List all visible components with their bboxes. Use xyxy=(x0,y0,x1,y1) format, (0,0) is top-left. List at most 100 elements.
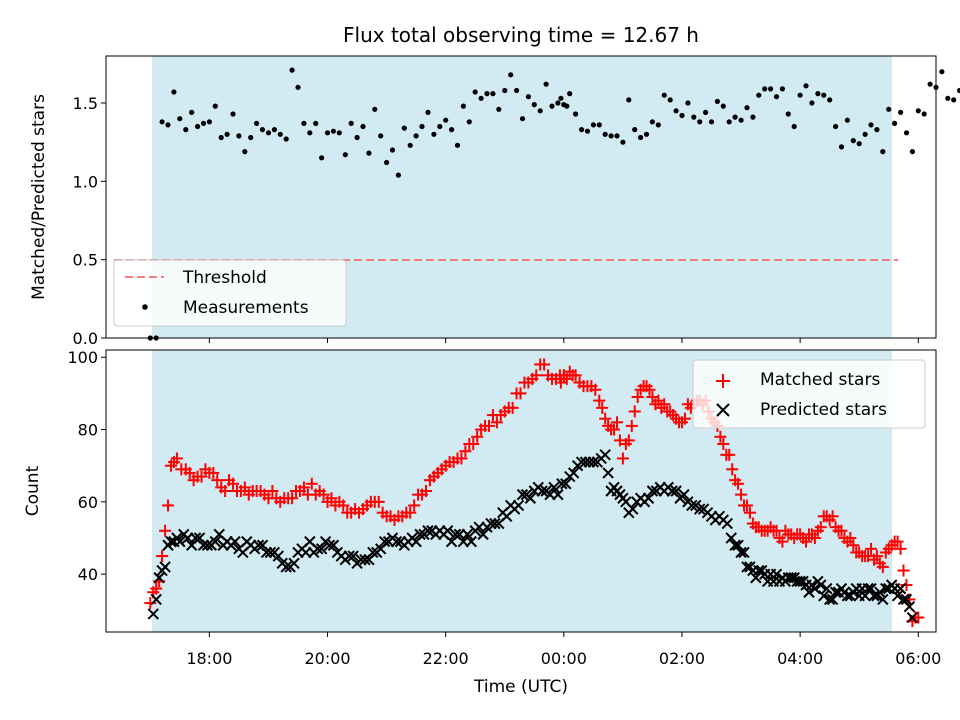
measurement-point xyxy=(850,138,856,144)
predicted-star-stroke-b xyxy=(159,561,171,573)
predicted-star-point xyxy=(516,488,529,501)
matched-star-point xyxy=(211,474,224,487)
measurement-point xyxy=(815,91,821,97)
measurement-point xyxy=(573,111,579,117)
measurement-point xyxy=(543,81,549,87)
predicted-star-stroke-b xyxy=(567,467,580,479)
matched-star-point xyxy=(616,452,629,465)
predicted-star-stroke-b xyxy=(809,582,821,595)
predicted-star-point xyxy=(686,499,698,512)
predicted-star-stroke-b xyxy=(441,525,454,537)
matched-star-point xyxy=(483,419,496,432)
predicted-star-stroke-b xyxy=(729,539,741,551)
predicted-star-stroke-b xyxy=(465,535,477,548)
predicted-star-stroke-b xyxy=(153,572,165,584)
measurement-point xyxy=(425,109,431,115)
predicted-star-stroke-b xyxy=(201,539,214,551)
measurement-point xyxy=(531,102,537,108)
measurement-point xyxy=(283,136,289,142)
predicted-star-stroke-b xyxy=(821,582,833,595)
matched-star-point xyxy=(490,416,503,429)
predicted-star-point xyxy=(894,582,907,595)
measurement-point xyxy=(856,141,862,147)
bottom-x-tick-label: 04:00 xyxy=(777,649,823,668)
measurement-point xyxy=(898,109,904,115)
predicted-star-stroke-b xyxy=(536,485,548,497)
measurement-point xyxy=(862,131,868,137)
measurement-point xyxy=(880,149,886,155)
matched-star-point xyxy=(717,438,730,450)
predicted-star-stroke-b xyxy=(327,539,340,551)
predicted-star-point xyxy=(147,608,159,620)
matched-star-point xyxy=(826,510,839,523)
predicted-star-stroke-b xyxy=(868,590,880,602)
measurement-point xyxy=(762,86,768,92)
predicted-star-stroke-b xyxy=(666,485,678,497)
measurement-point xyxy=(768,86,774,92)
measurement-point xyxy=(738,117,744,123)
measurement-point xyxy=(195,123,201,130)
measurement-point xyxy=(803,83,809,89)
matched-star-point xyxy=(800,535,813,548)
predicted-star-point xyxy=(599,449,611,461)
predicted-star-point xyxy=(489,517,501,530)
measurement-point xyxy=(165,122,171,128)
measurement-point xyxy=(785,111,791,117)
predicted-star-stroke-b xyxy=(906,611,919,624)
predicted-star-point xyxy=(264,546,277,559)
measurement-point xyxy=(313,120,319,126)
predicted-star-point xyxy=(841,590,854,602)
measurement-point xyxy=(265,130,272,136)
predicted-star-point xyxy=(903,600,916,613)
predicted-star-stroke-b xyxy=(193,532,206,544)
legend-predicted-label: Predicted stars xyxy=(760,400,887,420)
matched-star-point xyxy=(900,579,913,591)
measurement-point xyxy=(330,128,336,134)
measurement-point xyxy=(915,108,921,114)
measurement-point xyxy=(714,98,721,104)
matched-star-point xyxy=(835,524,848,537)
predicted-star-point xyxy=(693,503,706,515)
bottom-y-axis-label: Count xyxy=(23,465,43,516)
measurement-point xyxy=(449,127,455,133)
predicted-star-stroke-b xyxy=(229,535,241,548)
measurement-point xyxy=(809,100,815,106)
predicted-star-stroke-b xyxy=(147,608,159,620)
measurement-point xyxy=(490,91,496,97)
measurement-point xyxy=(230,111,236,117)
measurement-point xyxy=(200,120,207,126)
predicted-star-stroke-b xyxy=(280,561,292,573)
predicted-star-stroke-b xyxy=(741,561,753,573)
predicted-star-point xyxy=(477,528,489,541)
matched-star-point xyxy=(159,524,172,537)
measurement-point xyxy=(354,134,360,141)
measurement-point xyxy=(295,84,301,90)
predicted-star-point xyxy=(465,535,477,548)
predicted-star-stroke-b xyxy=(264,546,277,559)
predicted-star-stroke-b xyxy=(512,499,525,512)
measurement-point xyxy=(502,87,508,94)
predicted-star-stroke-b xyxy=(422,525,434,537)
predicted-star-stroke-b xyxy=(725,532,737,544)
measurement-point xyxy=(372,106,378,112)
measurement-point xyxy=(189,109,195,115)
predicted-star-stroke-b xyxy=(252,539,265,551)
predicted-star-stroke-b xyxy=(735,546,747,559)
predicted-star-stroke-b xyxy=(646,485,659,497)
predicted-star-point xyxy=(829,586,842,598)
top-y-axis-label: Matched/Predicted stars xyxy=(29,94,49,300)
predicted-star-point xyxy=(524,492,537,504)
top-points xyxy=(147,67,960,341)
top-y-tick-label: 1.0 xyxy=(73,172,98,191)
matched-star-point xyxy=(622,434,635,447)
predicted-star-stroke-b xyxy=(721,517,733,530)
predicted-star-point xyxy=(874,586,886,598)
predicted-star-stroke-b xyxy=(903,600,916,613)
predicted-star-point xyxy=(794,575,806,588)
predicted-star-point xyxy=(315,543,328,555)
matched-star-point xyxy=(714,430,727,443)
matched-star-point xyxy=(183,466,196,479)
predicted-star-point xyxy=(414,528,426,541)
top-legend-box xyxy=(113,259,347,327)
predicted-star-point xyxy=(602,467,614,479)
